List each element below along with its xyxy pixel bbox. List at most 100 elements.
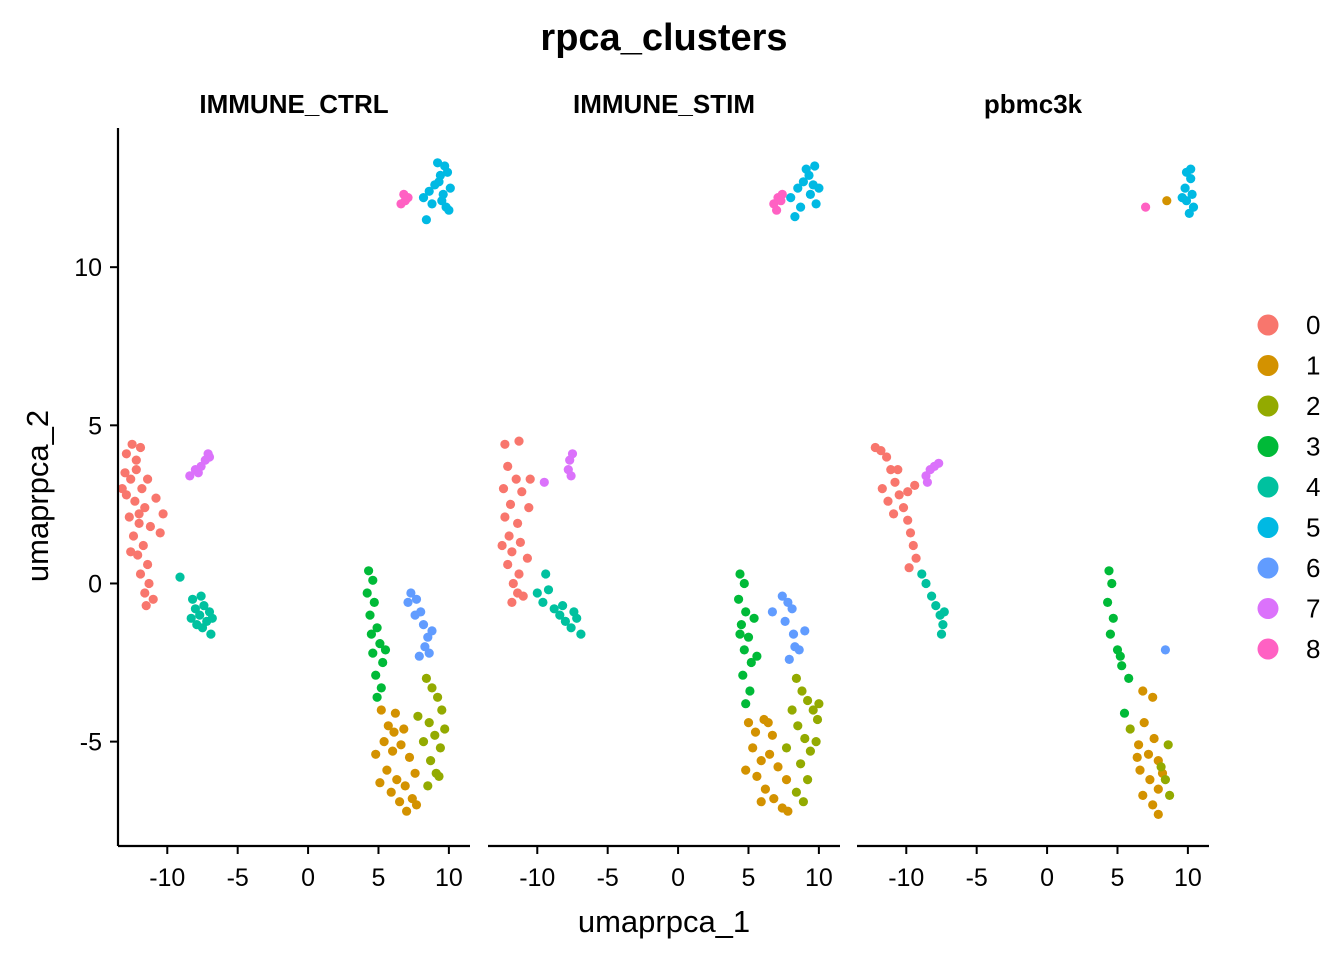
data-point [404,752,415,763]
data-point [365,610,375,620]
data-point [402,806,412,816]
data-point [127,439,137,449]
data-point [738,670,748,680]
data-point [886,465,896,475]
data-point [131,465,141,475]
legend-key-6 [1257,557,1279,579]
data-point [1149,733,1159,744]
data-point [1145,775,1155,785]
x-tick-label: 0 [1040,864,1054,892]
data-point [503,559,513,570]
data-point [790,212,800,222]
y-axis-label: umaprpca_2 [20,410,55,582]
data-point [1108,613,1118,623]
cluster-6-points [767,591,810,665]
y-tick-label: 10 [74,254,102,282]
data-point [135,442,146,453]
data-point [411,800,422,810]
data-point [128,531,139,541]
legend-label: 6 [1306,553,1320,583]
data-point [399,189,409,199]
data-point [421,215,431,225]
data-point [414,651,424,661]
x-tick-label: 5 [742,864,756,892]
data-point [791,787,802,797]
data-point [1139,718,1149,728]
data-point [539,477,549,487]
data-point [366,629,376,639]
data-point [793,183,803,193]
data-point [379,737,389,747]
data-point [543,585,554,595]
legend-label: 5 [1306,513,1320,543]
cluster-1-points [371,705,422,816]
data-point [141,601,151,611]
data-point [745,686,755,696]
data-point [140,503,150,513]
data-point [780,616,790,627]
data-point [188,594,198,604]
cluster-5-points [1177,164,1199,218]
data-point [1135,765,1145,775]
data-point [438,189,448,199]
panel-title: IMMUNE_STIM [573,89,755,119]
data-point [382,765,392,775]
data-point [196,591,206,601]
legend-label: 0 [1306,310,1320,340]
data-point [741,699,751,709]
data-point [444,205,454,215]
data-point [524,503,534,513]
data-point [939,607,949,617]
data-point [151,493,161,503]
data-point [910,480,920,490]
data-point [803,775,813,785]
cluster-6-points [1160,645,1170,655]
data-point [1187,189,1197,199]
data-point [369,597,379,608]
data-point [1153,809,1163,820]
data-point [434,177,444,187]
data-point [186,613,196,623]
data-point [772,205,782,215]
data-point [158,509,168,519]
data-point [418,193,429,203]
data-point [936,629,947,639]
data-point [893,465,903,475]
cluster-5-points [786,161,824,222]
cluster-5-points [418,158,455,225]
data-point [185,471,195,481]
x-tick-label: 0 [671,864,685,892]
x-tick-label: -5 [597,864,619,892]
data-point [383,721,393,731]
data-point [810,161,820,171]
data-point [934,458,944,468]
data-point [423,781,433,791]
data-point [769,794,779,804]
data-point [922,477,933,487]
data-point [378,657,388,668]
data-point [905,528,916,538]
data-point [522,553,533,563]
data-point [1186,164,1196,174]
data-point [143,559,153,570]
data-point [134,518,144,529]
data-point [386,787,396,797]
data-point [418,737,429,747]
y-tick-label: -5 [80,729,102,757]
data-point [390,708,400,718]
data-point [375,778,385,788]
data-point [413,711,423,721]
data-point [808,180,818,190]
x-tick-label: 0 [301,864,315,892]
data-point [1186,174,1196,184]
data-point [380,645,391,655]
data-point [741,765,751,775]
data-point [440,724,450,734]
data-point [746,657,756,668]
data-point [435,743,445,753]
panel-immune-stim: IMMUNE_STIM -10 -5 0 5 10 [488,89,840,892]
data-point [133,550,143,560]
legend-key-7 [1257,598,1279,619]
data-point [756,756,766,766]
